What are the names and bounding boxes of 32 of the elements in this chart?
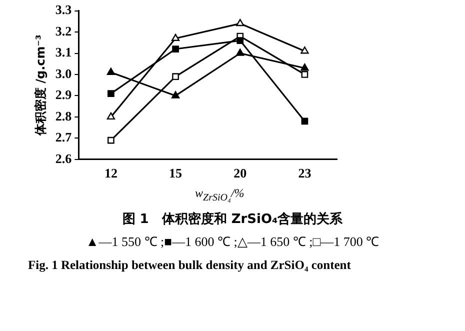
y-tick-label: 2.6 xyxy=(55,150,72,166)
point xyxy=(108,90,114,98)
text: 图 1 体积密度和 ZrSiO₄含量的关系 xyxy=(121,210,344,228)
point xyxy=(236,18,244,26)
x-tick-label: 23 xyxy=(298,166,312,181)
point xyxy=(171,91,180,98)
point xyxy=(301,118,308,125)
point xyxy=(301,71,308,78)
y-axis-title: 体积密度 /g.cm⁻³ xyxy=(33,34,48,137)
point xyxy=(108,136,114,144)
caption: Fig. 1 Relationship between bulk density and ZrSiO₄ content xyxy=(28,257,352,274)
text: ▲—1 550 ℃ ;■—1 600 ℃ ;△—1 650 ℃ ;□—1 700 ℃ xyxy=(84,233,380,250)
point xyxy=(236,37,244,44)
y-tick-label: 2.8 xyxy=(55,108,72,124)
y-tick-label: 2.7 xyxy=(55,130,72,145)
point xyxy=(106,112,116,120)
x-tick-label: 15 xyxy=(169,166,183,181)
point xyxy=(236,48,244,56)
x-tick-label: 20 xyxy=(234,166,247,181)
y-tick-label: 2.9 xyxy=(55,87,72,102)
point xyxy=(106,68,116,75)
y-tick-label: 3.3 xyxy=(55,2,72,18)
point xyxy=(172,73,179,80)
point xyxy=(172,46,179,52)
y-tick-label: 3.2 xyxy=(55,23,72,38)
x-axis-title: w$_{ZrSiO₄}$/% xyxy=(195,186,244,204)
point xyxy=(300,46,309,54)
y-tick-label: 3.1 xyxy=(55,44,72,60)
point xyxy=(171,34,180,41)
point xyxy=(300,64,309,71)
x-tick-label: 12 xyxy=(104,166,118,181)
y-tick-label: 3.0 xyxy=(55,66,72,81)
